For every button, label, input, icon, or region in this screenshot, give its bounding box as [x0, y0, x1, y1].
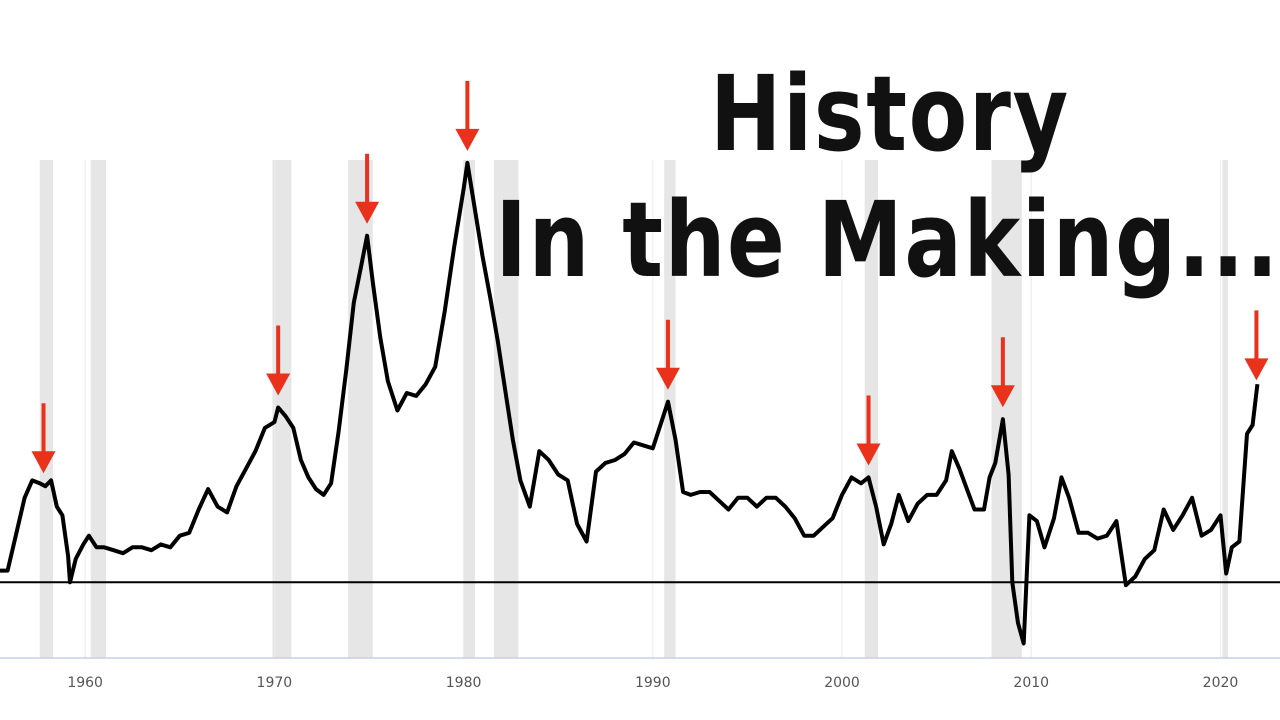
vertical-gridlines [84, 160, 1221, 658]
peak-arrow [355, 153, 380, 224]
peak-arrow [856, 395, 881, 466]
headline-line-2: In the Making... [495, 179, 1280, 301]
recession-band [90, 160, 106, 658]
peak-arrow [455, 80, 480, 151]
peak-arrow [990, 337, 1015, 408]
recession-band [39, 160, 53, 658]
peak-arrow [655, 319, 680, 390]
headline-line-1: History [710, 53, 1070, 175]
peak-arrow [31, 403, 56, 474]
recession-band [1222, 160, 1229, 658]
recession-band [348, 160, 373, 658]
x-tick-label: 2000 [824, 675, 860, 691]
x-axis-ticks: 1960 1970 1980 1990 2000 2010 2020 [67, 675, 1238, 691]
peak-arrows [31, 80, 1269, 474]
x-tick-label: 2010 [1013, 675, 1049, 691]
x-tick-label: 2020 [1203, 675, 1239, 691]
x-tick-label: 1980 [446, 675, 482, 691]
x-tick-label: 1990 [635, 675, 671, 691]
x-tick-label: 1970 [257, 675, 293, 691]
recession-band [991, 160, 1022, 658]
series-line [0, 160, 1260, 646]
recession-band [864, 160, 878, 658]
x-tick-label: 1960 [67, 675, 103, 691]
recession-bands [39, 160, 1229, 658]
peak-arrow [1244, 310, 1269, 381]
recession-band [463, 160, 475, 658]
peak-arrow [266, 325, 291, 396]
